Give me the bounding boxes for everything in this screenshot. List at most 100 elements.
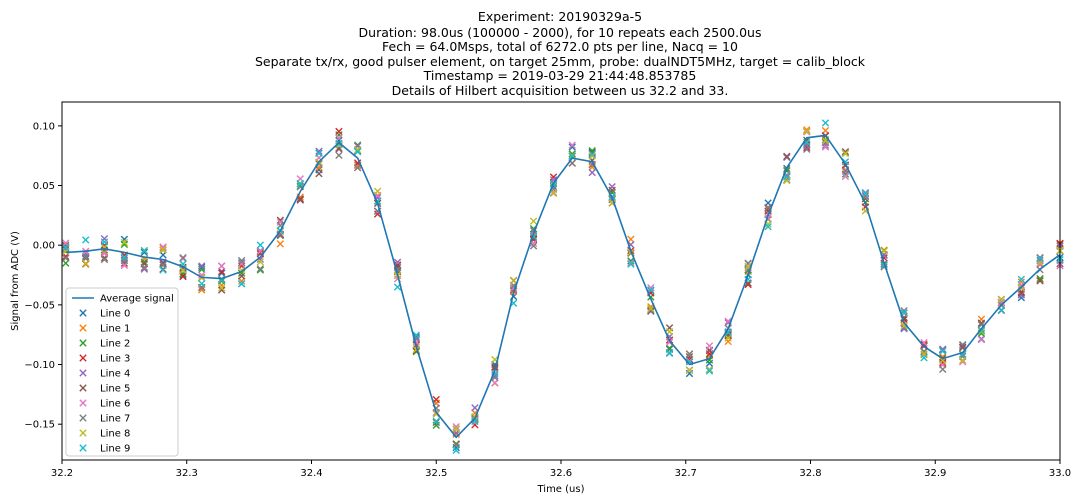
legend-frame — [65, 287, 179, 457]
title-line-5: Details of Hilbert acquisition between u… — [392, 83, 729, 98]
x-tick-label: 32.6 — [550, 468, 572, 479]
legend-swatch — [79, 309, 87, 317]
data-point — [217, 284, 226, 292]
data-point — [588, 150, 596, 158]
data-point — [393, 258, 402, 266]
title-line-2: Fech = 64.0Msps, total of 6272.0 pts per… — [382, 39, 738, 54]
data-point — [452, 446, 460, 454]
x-tick-label: 32.4 — [300, 468, 322, 479]
x-tick-label: 32.5 — [425, 468, 447, 479]
legend-swatch — [79, 354, 87, 362]
data-point — [120, 253, 129, 261]
series-layer — [62, 119, 1064, 454]
data-point — [997, 295, 1006, 303]
legend-label: Average signal — [100, 294, 174, 305]
data-point — [296, 179, 304, 188]
data-point — [335, 151, 343, 160]
legend-item: Line 8 — [79, 429, 130, 440]
data-point — [744, 259, 752, 268]
data-point — [140, 263, 149, 272]
data-point — [821, 138, 830, 147]
legend-label: Line 6 — [100, 399, 130, 410]
data-point — [62, 241, 70, 250]
data-point — [217, 286, 226, 294]
legend-item: Line 9 — [79, 444, 130, 455]
legend-label: Line 1 — [100, 324, 130, 335]
data-point — [783, 152, 791, 161]
legend-item: Line 5 — [79, 384, 130, 395]
data-point — [977, 335, 986, 344]
data-point — [1036, 254, 1044, 262]
data-point — [939, 347, 947, 355]
data-point — [315, 149, 323, 158]
data-point — [256, 258, 265, 266]
y-tick-label: 0.00 — [33, 241, 55, 252]
data-point — [452, 425, 460, 433]
title-line-4: Timestamp = 2019-03-29 21:44:48.853785 — [423, 68, 697, 83]
data-point — [276, 240, 285, 248]
data-point — [529, 217, 538, 225]
legend-label: Line 8 — [100, 429, 130, 440]
data-point — [335, 134, 343, 142]
data-point — [471, 404, 479, 412]
data-point — [1017, 291, 1026, 299]
data-point — [627, 235, 635, 243]
data-point — [237, 272, 246, 280]
data-point — [335, 127, 343, 136]
plot-area — [61, 101, 1064, 461]
data-point — [627, 259, 635, 267]
legend: Average signal Line 0 Line 1 Line 2 Line 3 Li… — [65, 287, 179, 457]
data-point — [217, 269, 226, 277]
data-point — [841, 147, 850, 156]
data-point — [100, 238, 109, 246]
data-point — [237, 280, 246, 288]
data-point — [939, 345, 947, 353]
data-point — [920, 348, 928, 356]
data-point — [549, 189, 558, 197]
data-point — [198, 263, 206, 272]
legend-label: Line 4 — [100, 369, 130, 380]
data-point — [959, 350, 967, 358]
legend-swatch — [79, 384, 87, 392]
data-point — [705, 359, 714, 368]
data-point — [198, 280, 206, 288]
data-point — [568, 150, 576, 158]
legend-label: Line 2 — [100, 339, 130, 350]
data-point — [179, 253, 187, 262]
data-point — [256, 266, 265, 274]
data-point — [179, 272, 187, 281]
data-point — [140, 265, 149, 273]
y-tick-label: −0.10 — [24, 360, 55, 371]
axes-frame — [62, 102, 1060, 460]
data-point — [705, 342, 714, 350]
data-point — [705, 367, 714, 375]
data-point — [529, 242, 538, 250]
data-point — [452, 441, 460, 449]
data-point — [217, 262, 226, 270]
data-point — [1017, 275, 1026, 283]
legend-item: Line 7 — [79, 414, 130, 425]
data-point — [705, 366, 714, 374]
data-point — [939, 365, 947, 373]
x-tick-label: 32.9 — [924, 468, 946, 479]
data-point — [373, 187, 382, 195]
legend-swatch — [79, 414, 87, 422]
data-point — [1036, 274, 1044, 283]
data-point — [959, 356, 967, 365]
y-tick-label: 0.10 — [33, 121, 55, 132]
legend-item: Line 3 — [79, 354, 130, 365]
data-point — [803, 126, 811, 134]
data-point — [1036, 277, 1044, 285]
data-point — [315, 169, 323, 178]
data-point — [353, 145, 362, 154]
data-point — [588, 168, 596, 177]
legend-label: Line 7 — [100, 414, 130, 425]
data-point — [140, 258, 149, 266]
legend-label: Line 9 — [100, 444, 130, 455]
legend-swatch — [79, 399, 87, 407]
legend-swatch — [79, 429, 87, 437]
legend-item: Line 0 — [79, 309, 130, 320]
data-point — [198, 262, 206, 270]
legend-swatch — [79, 369, 87, 377]
